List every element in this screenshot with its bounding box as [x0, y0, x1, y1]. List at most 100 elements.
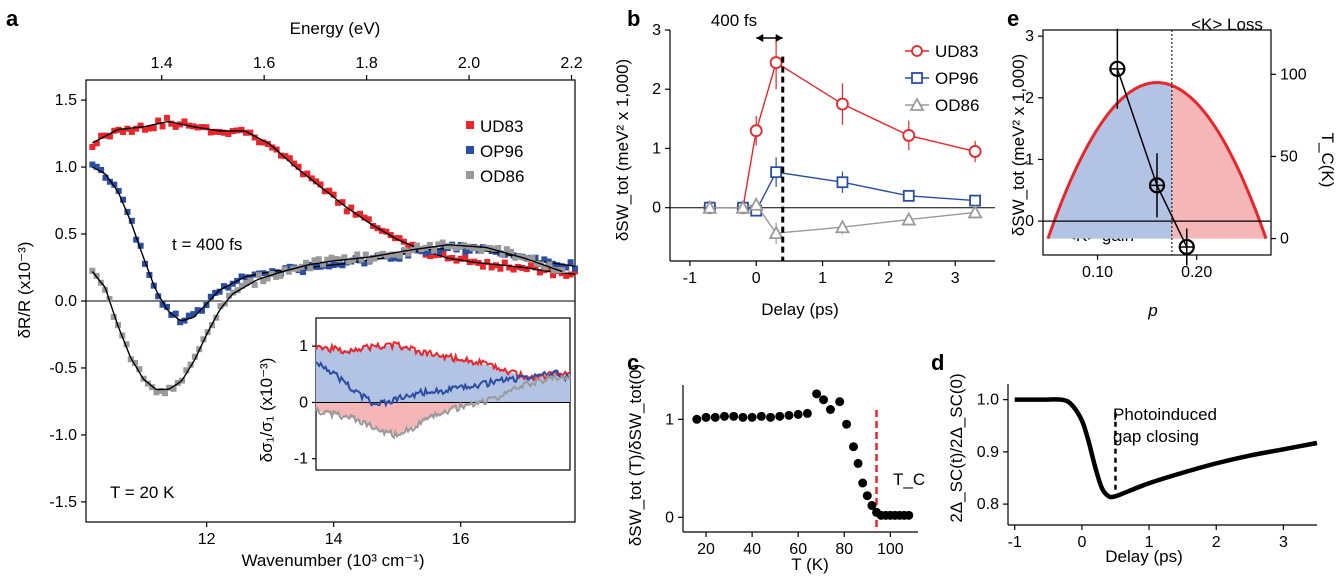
inset-y-axis-title: δσ₁/σ₁ (x10⁻³) [257, 358, 276, 463]
panel-a-od86-point [529, 254, 536, 261]
panel-c-x-axis-title: T (K) [791, 555, 828, 574]
panel-a-op96-point [396, 255, 403, 262]
panel-a-od86-point [371, 255, 378, 262]
panel-a-op96-point [89, 161, 96, 168]
panel-e-data-point [1109, 60, 1126, 77]
panel-b-od86-point [748, 196, 764, 211]
panel-a-od86-point [238, 282, 245, 289]
panel-a-od86-point [379, 250, 386, 257]
panel-e-y-tick-label-2: 2 [1025, 90, 1034, 107]
panel-a-od86-point [392, 251, 399, 258]
panel-a-od86-point [358, 256, 365, 263]
panel-d-annotation-line1: Photoinduced [1113, 405, 1217, 424]
panel-a-ud83-point [308, 175, 315, 182]
panel-a-op96-point [207, 293, 214, 300]
panel-b-od86-point [834, 219, 850, 234]
panel-b-ud83-point [769, 56, 783, 69]
panel-a-op96-point [392, 255, 399, 262]
panel-a-ud83-point [264, 141, 271, 148]
panel-c-data-point [835, 397, 845, 407]
panel-a-od86-point [251, 281, 258, 288]
panel-a-ud83-point [89, 143, 96, 150]
panel-a-y-tick-label-6: -1.5 [49, 494, 77, 511]
panel-a-ud83-point [199, 124, 206, 131]
panel-a-ud83-point [357, 210, 364, 217]
panel-a-ud83-fit-line [92, 121, 576, 275]
panel-b-ud83-point [749, 124, 763, 138]
panel-a-od86-point [183, 367, 190, 374]
panel-c-y-axis-title: δSW_tot (T)/δSW_tot(0) [626, 364, 645, 546]
panel-b-ud83-point [836, 97, 849, 111]
panel-a-op96-point [558, 263, 565, 270]
panel-a-op96-point [111, 181, 118, 188]
panel-a-op96-point [190, 311, 197, 318]
panel-e-right-tick-label-0: 0 [1280, 231, 1289, 248]
panel-a-od86-point [268, 270, 275, 277]
panel-a-od86-point [396, 252, 403, 259]
panel-a-op96-point [137, 242, 144, 249]
panel-a-ud83-point [146, 125, 153, 132]
panel-label-c: c [627, 350, 639, 375]
panel-a-op96-point [339, 262, 346, 269]
panel-a-od86-fit-line [91, 244, 563, 391]
panel-a-od86-point [170, 385, 177, 392]
panel-a-ud83-point [339, 199, 346, 206]
panel-a-op96-fit-line [92, 166, 576, 322]
panel-a-ud83-point [304, 170, 311, 177]
panel-a-ud83-point [93, 140, 100, 147]
panel-a-ud83-point [528, 262, 535, 269]
inset-op96-line [315, 361, 571, 408]
panel-a-op96-point [238, 273, 245, 280]
panel-d-gap-curve [1014, 397, 1318, 500]
inset-red-area [316, 402, 570, 435]
panel-a-od86-point [328, 254, 335, 261]
panel-label-e: e [1007, 6, 1019, 31]
panel-a-ud83-point [335, 199, 342, 206]
panel-e-data-point [1178, 238, 1195, 256]
panel-a-y-tick-label-5: -1.0 [49, 427, 77, 444]
panel-c-data-point [904, 510, 914, 520]
panel-b-legend-marker-od86 [909, 97, 925, 111]
panel-d-x-tick-label-0: -1 [1008, 534, 1022, 551]
panel-a-od86-point [320, 261, 327, 268]
panel-a-op96-point [106, 178, 113, 185]
panel-a-od86-point [243, 280, 250, 287]
panel-a-ud83-point [497, 265, 504, 272]
panel-a-ud83-point [479, 263, 486, 270]
panel-c-data-point [825, 405, 835, 414]
panel-a-ud83-point [142, 126, 149, 133]
panel-a-op96-point [115, 187, 122, 194]
panel-a-ud83-point [247, 129, 254, 136]
panel-a-delay-annotation: t = 400 fs [172, 235, 242, 254]
panel-a-ud83-point [317, 181, 324, 188]
panel-a-top-tick-label-0: 1.4 [151, 55, 173, 72]
panel-a-op96-point [98, 166, 105, 173]
panel-e-y-tick-label-1: 1 [1025, 151, 1034, 168]
panel-a-od86-point [503, 246, 510, 253]
inset-y-tick-label-0: 1 [299, 338, 308, 355]
panel-a-od86-point [508, 248, 515, 255]
panel-a-op96-point [155, 293, 162, 300]
panel-a-od86-point [166, 384, 173, 391]
panel-a-ud83-point [98, 132, 105, 139]
panel-b-y-axis-title: δSW_tot (meV² x 1,000) [613, 59, 632, 241]
panel-a-ud83-point [181, 118, 188, 125]
inset-blue-area [316, 345, 570, 403]
panel-e-data-point [1148, 177, 1166, 194]
panel-c-data-point [738, 412, 748, 422]
panel-a-od86-point [542, 264, 549, 271]
panel-b-op96-point [969, 194, 982, 207]
panel-b-x-axis-title: Delay (ps) [761, 300, 838, 319]
panel-a-od86-point [273, 273, 280, 280]
panel-a-ud83-point [563, 272, 570, 279]
panel-a-od86-point [191, 353, 198, 360]
panel-a-ud83-point [216, 128, 223, 135]
panel-b-legend-ud83: UD83 [935, 42, 978, 61]
panel-c-x-tick-label-4: 100 [877, 541, 904, 558]
panel-a-op96-point [194, 307, 201, 314]
panel-a-x-tick-label-2: 16 [452, 531, 470, 548]
panel-a-od86-point [234, 287, 241, 294]
panel-a-op96-point [532, 254, 539, 261]
panel-e-right-tick-label-1: 50 [1280, 148, 1298, 165]
